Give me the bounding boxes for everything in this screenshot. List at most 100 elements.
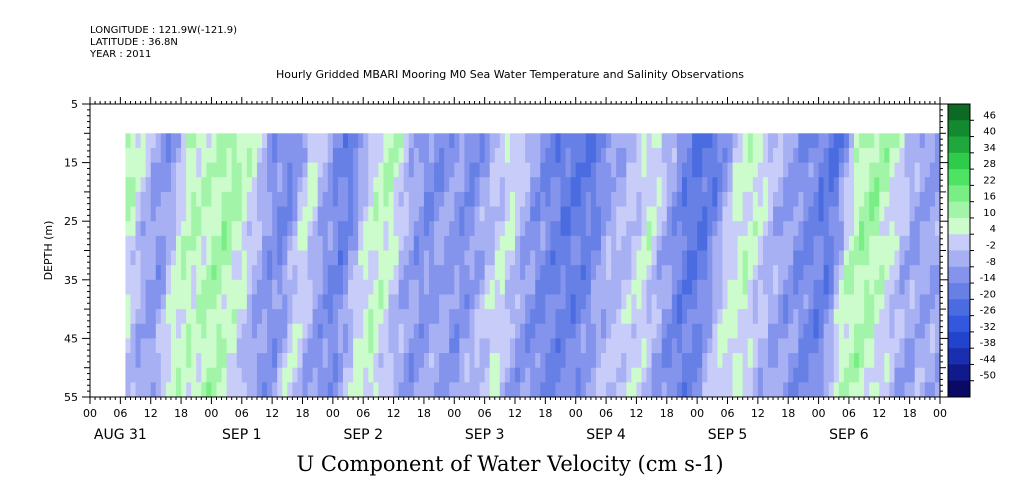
heatmap-cell (924, 191, 931, 207)
heatmap-cell (767, 338, 774, 354)
heatmap-cell (170, 367, 177, 383)
colorbar-swatch (948, 266, 970, 284)
heatmap-cell (327, 338, 334, 354)
heatmap-cell (277, 133, 283, 149)
heatmap-cell (702, 353, 708, 369)
heatmap-cell (135, 250, 141, 266)
heatmap-cell (196, 338, 202, 354)
heatmap-cell (494, 206, 501, 222)
heatmap-cell (262, 235, 268, 251)
heatmap-cell (489, 294, 496, 310)
heatmap-cell (676, 206, 683, 222)
heatmap-cell (621, 265, 627, 281)
heatmap-cell (342, 367, 349, 383)
heatmap-cell (398, 265, 405, 281)
heatmap-cell (869, 221, 875, 237)
heatmap-cell (545, 206, 551, 222)
x-tick-label: 12 (872, 407, 886, 420)
heatmap-cell (535, 147, 541, 163)
heatmap-cell (515, 206, 521, 222)
heatmap-cell (170, 382, 177, 398)
heatmap-cell (590, 309, 597, 325)
heatmap-cell (256, 279, 263, 295)
heatmap-cell (130, 323, 136, 339)
heatmap-cell (176, 338, 182, 354)
heatmap-cell (423, 323, 430, 339)
heatmap-cell (606, 309, 612, 325)
heatmap-cell (616, 133, 622, 149)
heatmap-cell (267, 338, 273, 354)
heatmap-cell (838, 162, 845, 178)
heatmap-cell (874, 235, 880, 251)
heatmap-cell (337, 206, 344, 222)
heatmap-cell (125, 382, 131, 398)
heatmap-cell (616, 323, 622, 339)
heatmap-cell (241, 147, 248, 163)
heatmap-cell (621, 221, 627, 237)
heatmap-cell (469, 235, 475, 251)
heatmap-cell (449, 265, 455, 281)
heatmap-cell (489, 382, 496, 398)
heatmap-cell (332, 323, 339, 339)
heatmap-cell (140, 191, 147, 207)
heatmap-cell (388, 235, 394, 251)
heatmap-cell (848, 382, 855, 398)
heatmap-cell (712, 279, 718, 295)
colorbar-label: 10 (983, 208, 996, 219)
heatmap-cell (773, 250, 779, 266)
heatmap-cell (727, 177, 733, 193)
heatmap-cell (565, 323, 572, 339)
heatmap-cell (439, 133, 445, 149)
heatmap-cell (651, 294, 658, 310)
heatmap-cell (150, 206, 157, 222)
heatmap-cell (616, 382, 622, 398)
heatmap-cell (575, 177, 582, 193)
heatmap-cell (428, 265, 435, 281)
heatmap-cell (853, 367, 860, 383)
heatmap-cell (262, 147, 268, 163)
heatmap-cell (368, 309, 374, 325)
heatmap-cell (378, 323, 384, 339)
heatmap-cell (489, 353, 496, 369)
heatmap-cell (859, 133, 865, 149)
heatmap-cell (676, 221, 683, 237)
heatmap-cell (869, 206, 875, 222)
colorbar-label: 40 (983, 127, 996, 138)
heatmap-cell (884, 162, 890, 178)
heatmap-cell (575, 162, 582, 178)
heatmap-cell (894, 323, 900, 339)
heatmap-cell (590, 133, 597, 149)
heatmap-cell (788, 250, 794, 266)
colorbar-label: -38 (980, 338, 996, 349)
heatmap-cell (140, 323, 147, 339)
heatmap-cell (241, 177, 248, 193)
heatmap-cell (595, 367, 602, 383)
heatmap-cell (363, 265, 369, 281)
heatmap-cell (322, 162, 329, 178)
heatmap-cell (889, 206, 895, 222)
heatmap-cell (196, 177, 202, 193)
heatmap-cell (601, 323, 607, 339)
heatmap-cell (595, 133, 602, 149)
heatmap-cell (216, 191, 222, 207)
heatmap-cell (697, 279, 703, 295)
heatmap-cell (737, 338, 744, 354)
heatmap-cell (196, 235, 202, 251)
heatmap-cell (712, 191, 718, 207)
heatmap-cell (302, 221, 308, 237)
heatmap-cell (145, 338, 152, 354)
heatmap-cell (130, 367, 136, 383)
heatmap-cell (843, 382, 850, 398)
heatmap-cell (393, 147, 400, 163)
heatmap-cell (307, 191, 314, 207)
heatmap-cell (575, 265, 582, 281)
heatmap-cell (530, 382, 536, 398)
heatmap-cell (727, 147, 733, 163)
heatmap-cell (358, 235, 364, 251)
heatmap-cell (160, 338, 167, 354)
heatmap-cell (899, 235, 905, 251)
heatmap-cell (661, 323, 668, 339)
heatmap-cell (499, 382, 506, 398)
heatmap-cell (929, 338, 936, 354)
heatmap-cell (439, 309, 445, 325)
